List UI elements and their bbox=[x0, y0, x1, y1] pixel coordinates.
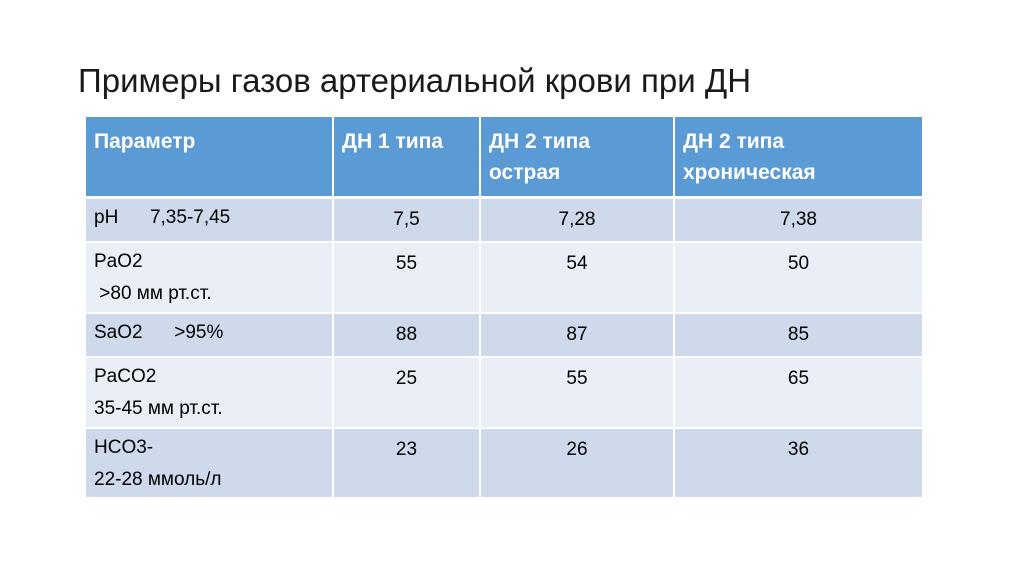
slide-title: Примеры газов артериальной крови при ДН bbox=[78, 62, 752, 99]
value-dn1: 23 bbox=[333, 428, 481, 499]
header-dn2-acute: ДН 2 типа острая bbox=[480, 117, 675, 199]
value-dn2-chronic: 7,38 bbox=[674, 197, 922, 243]
value-dn2-acute: 7,28 bbox=[480, 197, 675, 243]
param-cell: pH 7,35-7,45 bbox=[86, 197, 334, 243]
value-dn1: 25 bbox=[333, 357, 481, 429]
param-label: PaCO2 bbox=[94, 366, 157, 387]
param-label: pH 7,35-7,45 bbox=[94, 207, 231, 228]
param-cell: PaO2 >80 мм рт.ст. bbox=[86, 242, 334, 314]
table-row-ph: pH 7,35-7,45 7,5 7,28 7,38 bbox=[86, 197, 922, 243]
param-norm: >80 мм рт.ст. bbox=[94, 283, 212, 304]
param-label: HCO3- bbox=[94, 437, 154, 458]
table-row-pao2: PaO2 >80 мм рт.ст. 55 54 50 bbox=[86, 242, 922, 314]
value-dn2-acute: 54 bbox=[480, 242, 675, 314]
value-dn2-chronic: 36 bbox=[674, 428, 922, 499]
param-norm: 22-28 ммоль/л bbox=[94, 469, 222, 490]
param-cell: HCO3- 22-28 ммоль/л bbox=[86, 428, 334, 499]
value-dn1: 88 bbox=[333, 313, 481, 358]
param-cell: PaCO2 35-45 мм рт.ст. bbox=[86, 357, 334, 429]
param-norm: 35-45 мм рт.ст. bbox=[94, 398, 223, 419]
blood-gas-table: Параметр ДН 1 типа ДН 2 типа острая ДН 2 … bbox=[86, 117, 922, 499]
value-dn1: 55 bbox=[333, 242, 481, 314]
value-dn2-chronic: 50 bbox=[674, 242, 922, 314]
value-dn2-chronic: 65 bbox=[674, 357, 922, 429]
value-dn2-acute: 26 bbox=[480, 428, 675, 499]
header-dn1: ДН 1 типа bbox=[333, 117, 481, 199]
table-row-paco2: PaCO2 35-45 мм рт.ст. 25 55 65 bbox=[86, 357, 922, 429]
table-header-row: Параметр ДН 1 типа ДН 2 типа острая ДН 2 … bbox=[86, 117, 922, 199]
header-dn2-chronic: ДН 2 типа хроническая bbox=[674, 117, 922, 199]
value-dn1: 7,5 bbox=[333, 197, 481, 243]
value-dn2-chronic: 85 bbox=[674, 313, 922, 358]
value-dn2-acute: 87 bbox=[480, 313, 675, 358]
header-param: Параметр bbox=[86, 117, 334, 199]
param-cell: SaO2 >95% bbox=[86, 313, 334, 358]
table-row-hco3: HCO3- 22-28 ммоль/л 23 26 36 bbox=[86, 428, 922, 499]
table-row-sao2: SaO2 >95% 88 87 85 bbox=[86, 313, 922, 358]
value-dn2-acute: 55 bbox=[480, 357, 675, 429]
param-label: SaO2 >95% bbox=[94, 322, 224, 343]
param-label: PaO2 bbox=[94, 251, 143, 272]
